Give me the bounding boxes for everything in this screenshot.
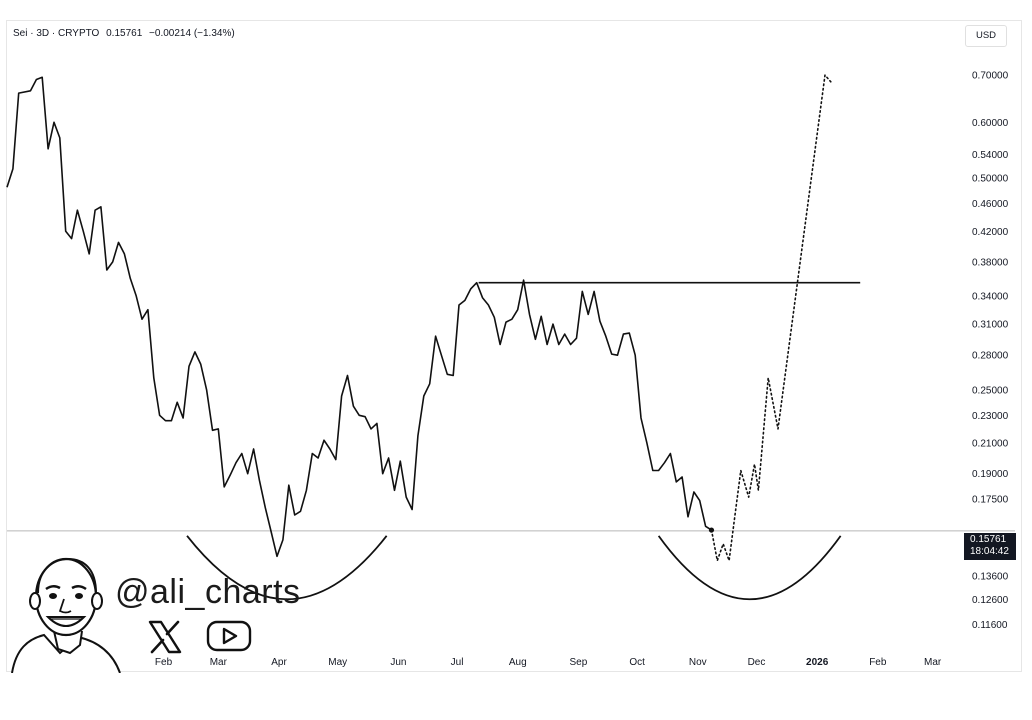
drawing-overlays xyxy=(7,281,1015,600)
y-tick-label: 0.13600 xyxy=(972,571,1009,582)
x-tick-label: Aug xyxy=(509,657,527,668)
x-tick-label: Nov xyxy=(689,657,707,668)
y-tick-label: 0.34000 xyxy=(972,291,1009,302)
price-change: −0.00214 (−1.34%) xyxy=(149,28,235,39)
youtube-icon[interactable] xyxy=(206,620,252,652)
y-tick-label: 0.21000 xyxy=(972,439,1009,450)
y-tick-label: 0.60000 xyxy=(972,118,1009,129)
x-tick-label: Apr xyxy=(271,657,287,668)
y-tick-label: 0.19000 xyxy=(972,469,1009,480)
x-tick-label: Dec xyxy=(748,657,766,668)
rounding-bottom-arc[interactable] xyxy=(657,535,842,600)
last-price-marker xyxy=(708,527,715,533)
x-tick-label: Jun xyxy=(390,657,406,668)
x-tick-label: Mar xyxy=(210,657,228,668)
projected-price-path[interactable] xyxy=(710,74,832,562)
price-axis[interactable]: 0.70000 0.60000 0.54000 0.50000 0.46000 0.420… xyxy=(972,71,1009,631)
bar-countdown-label: 18:04:42 xyxy=(970,546,1009,557)
last-price: 0.15761 xyxy=(106,28,143,39)
rounding-bottom-arc[interactable] xyxy=(186,535,388,600)
watermark-handle: @ali_charts xyxy=(115,573,301,611)
y-tick-label: 0.54000 xyxy=(972,150,1009,161)
y-tick-label: 0.31000 xyxy=(972,320,1009,331)
y-tick-label: 0.50000 xyxy=(972,173,1009,184)
currency-button[interactable]: USD xyxy=(965,25,1007,47)
x-logo-icon[interactable] xyxy=(147,620,183,654)
symbol-header: Sei · 3D · CRYPTO 0.15761 −0.00214 (−1.3… xyxy=(13,28,239,39)
y-tick-label: 0.25000 xyxy=(972,385,1009,396)
cartoon-portrait-icon xyxy=(11,557,121,673)
x-tick-label: Sep xyxy=(570,657,588,668)
x-tick-label: Feb xyxy=(869,657,887,668)
x-tick-label: Mar xyxy=(924,657,942,668)
x-tick-label: Feb xyxy=(155,657,173,668)
y-tick-label: 0.28000 xyxy=(972,351,1009,362)
y-tick-label: 0.46000 xyxy=(972,199,1009,210)
x-tick-label: 2026 xyxy=(806,657,829,668)
price-line[interactable] xyxy=(6,76,712,558)
series-layer xyxy=(6,74,832,562)
x-tick-label: Oct xyxy=(629,657,645,668)
time-axis[interactable]: Dec2025FebMarAprMayJunJulAugSepOctNovDec… xyxy=(33,657,942,668)
x-tick-label: Jul xyxy=(451,657,464,668)
y-tick-label: 0.23000 xyxy=(972,411,1009,422)
symbol-label[interactable]: Sei · 3D · CRYPTO xyxy=(13,28,100,39)
y-tick-label: 0.42000 xyxy=(972,227,1009,238)
x-tick-label: May xyxy=(328,657,347,668)
y-tick-label: 0.38000 xyxy=(972,257,1009,268)
current-price-label: 0.15761 xyxy=(970,534,1007,545)
chart-panel xyxy=(6,20,1022,672)
y-tick-label: 0.17500 xyxy=(972,494,1009,505)
y-tick-label: 0.11600 xyxy=(972,620,1008,631)
current-price-badge: 0.15761 18:04:42 xyxy=(964,533,1016,560)
y-tick-label: 0.70000 xyxy=(972,71,1009,82)
y-tick-label: 0.12600 xyxy=(972,595,1009,606)
